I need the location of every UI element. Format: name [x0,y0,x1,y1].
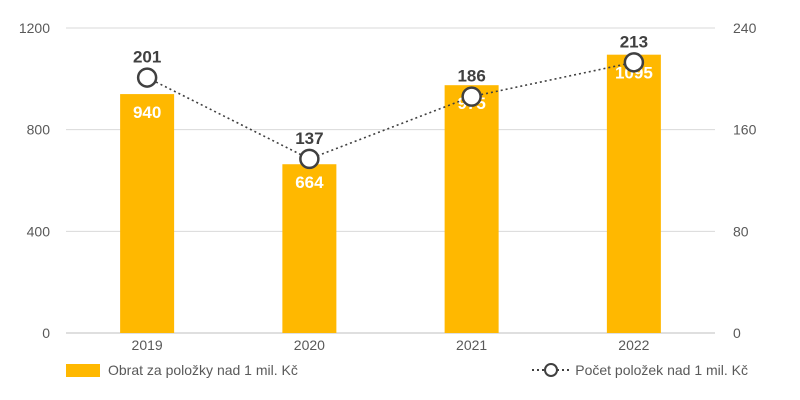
bar-value-label: 664 [295,173,324,192]
bar-value-label: 1095 [615,64,653,83]
x-axis-tick-label: 2021 [456,337,487,353]
gridlines [66,27,715,334]
legend-bar-swatch [66,363,100,377]
x-axis-tick-label: 2022 [618,337,649,353]
bar [282,164,337,333]
legend-bar-entry: Obrat za položky nad 1 mil. Kč [66,360,298,380]
bar [606,54,661,333]
line-point [461,86,482,107]
point-value-label: 137 [295,129,323,148]
x-axis-ticks: 2019 2020 2021 2022 [132,337,650,353]
bar-data-labels: 9406649751095 [133,64,653,193]
left-axis-tick-label: 1200 [19,20,50,36]
point-value-label: 186 [457,67,485,86]
legend-line-marker-icon [532,363,571,377]
right-axis-tick-label: 160 [733,122,757,138]
left-axis-ticks: 0 400 800 1200 [19,20,50,341]
right-axis-ticks: 0 80 160 240 [733,20,757,341]
bar [120,94,175,333]
legend-bar-label: Obrat za položky nad 1 mil. Kč [108,362,298,378]
point-value-label: 201 [133,48,161,67]
point-value-label: 213 [620,32,648,51]
bar [444,85,499,333]
legend-line-entry: Počet položek nad 1 mil. Kč [531,360,748,380]
left-axis-tick-label: 0 [42,325,50,341]
left-axis-tick-label: 400 [27,223,51,239]
line-point [136,67,158,88]
line-data-labels: 201 137 186 213 [133,32,648,148]
series-line [146,61,635,160]
line-point [299,148,320,170]
line-point [623,52,645,73]
right-axis-tick-label: 0 [733,325,741,341]
left-axis-tick-label: 800 [27,122,51,138]
legend-line-label: Počet položek nad 1 mil. Kč [575,362,748,378]
bar-series [120,54,661,333]
x-axis-tick-label: 2020 [294,337,325,353]
line-series [136,52,645,170]
x-axis-tick-label: 2019 [132,337,163,353]
right-axis-tick-label: 240 [733,20,757,36]
right-axis-tick-label: 80 [733,223,749,239]
bar-value-label: 940 [133,103,161,122]
